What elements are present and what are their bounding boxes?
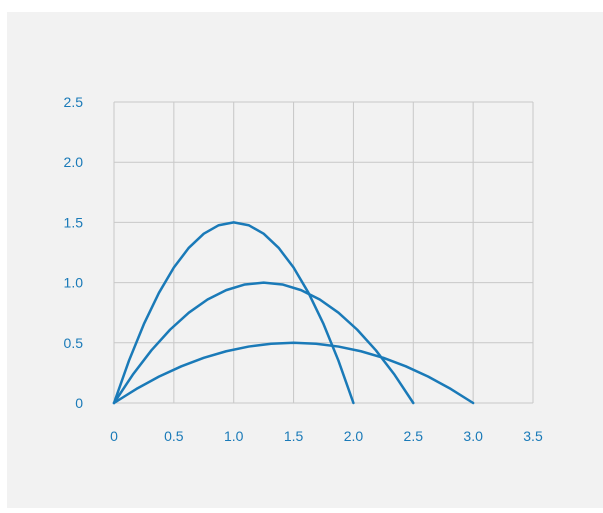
series-line-3 <box>112 341 475 405</box>
x-tick-label: 1.5 <box>284 428 304 444</box>
y-tick-label: 1.0 <box>64 275 84 291</box>
y-tick-label: 0 <box>75 395 83 411</box>
series-line-1 <box>112 221 355 405</box>
y-tick-label: 2.5 <box>64 94 84 110</box>
y-tick-label: 0.5 <box>64 335 84 351</box>
grid <box>113 101 534 404</box>
y-tick-label: 1.5 <box>64 214 84 230</box>
y-axis-ticks: 0 0.5 1.0 1.5 2.0 2.5 <box>64 94 84 411</box>
series-group <box>112 221 475 405</box>
x-tick-label: 2.5 <box>404 428 424 444</box>
x-tick-label: 1.0 <box>224 428 244 444</box>
x-tick-label: 0.5 <box>164 428 184 444</box>
x-tick-label: 3.5 <box>523 428 543 444</box>
x-tick-label: 3.0 <box>463 428 483 444</box>
y-tick-label: 2.0 <box>64 154 84 170</box>
x-tick-label: 0 <box>110 428 118 444</box>
chart-panel <box>7 12 603 508</box>
series-line-2 <box>112 281 415 405</box>
x-tick-label: 2.0 <box>344 428 364 444</box>
x-axis-ticks: 0 0.5 1.0 1.5 2.0 2.5 3.0 3.5 <box>110 428 543 444</box>
